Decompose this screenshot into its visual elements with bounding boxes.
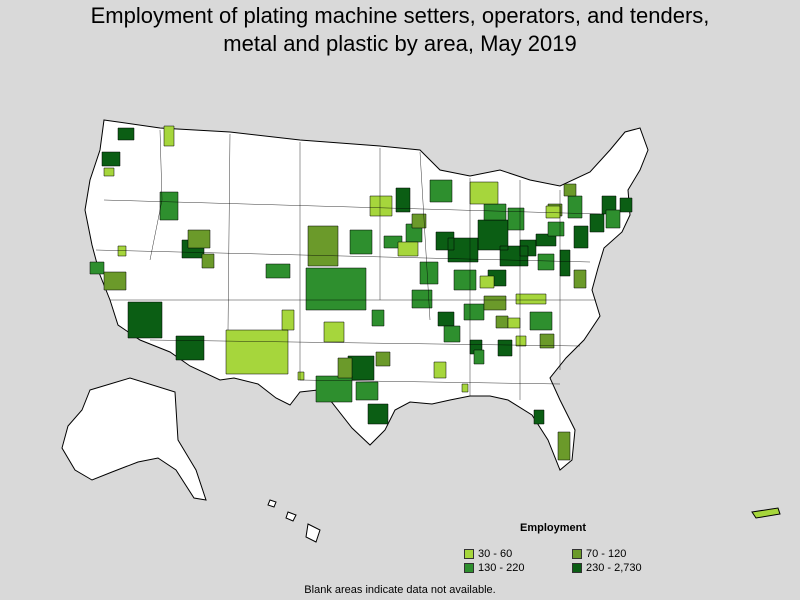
legend-swatch-70-120 bbox=[572, 549, 582, 559]
puerto-rico-outline bbox=[751, 507, 781, 519]
legend-title: Employment bbox=[520, 522, 587, 534]
legend-label: 230 - 2,730 bbox=[586, 562, 642, 574]
map-title: Employment of plating machine setters, o… bbox=[0, 2, 800, 58]
legend-label: 30 - 60 bbox=[478, 548, 513, 560]
area-tier-3 bbox=[89, 179, 621, 403]
area-boundaries bbox=[95, 129, 601, 400]
legend-swatch-230-2730 bbox=[572, 563, 582, 573]
legend-swatch-130-220 bbox=[464, 563, 474, 573]
legend-item-70-120: 70 - 120 bbox=[572, 548, 626, 560]
alaska-outline bbox=[61, 377, 207, 501]
legend-item-230-2730: 230 - 2,730 bbox=[572, 562, 642, 574]
hawaii-outline bbox=[267, 499, 321, 543]
contiguous-us-outline bbox=[84, 119, 649, 471]
legend-item-30-60: 30 - 60 bbox=[464, 548, 512, 560]
footnote: Blank areas indicate data not available. bbox=[304, 584, 496, 596]
shaded-areas bbox=[89, 125, 633, 461]
legend-swatch-30-60 bbox=[464, 549, 474, 559]
title-line-2: metal and plastic by area, May 2019 bbox=[223, 31, 577, 56]
legend-label: 130 - 220 bbox=[478, 562, 525, 574]
legend-item-130-220: 130 - 220 bbox=[464, 562, 524, 574]
legend-label: 70 - 120 bbox=[586, 548, 627, 560]
legend: Employment 30 - 60 70 - 120 130 - 220 23… bbox=[462, 520, 702, 578]
title-line-1: Employment of plating machine setters, o… bbox=[90, 3, 710, 28]
